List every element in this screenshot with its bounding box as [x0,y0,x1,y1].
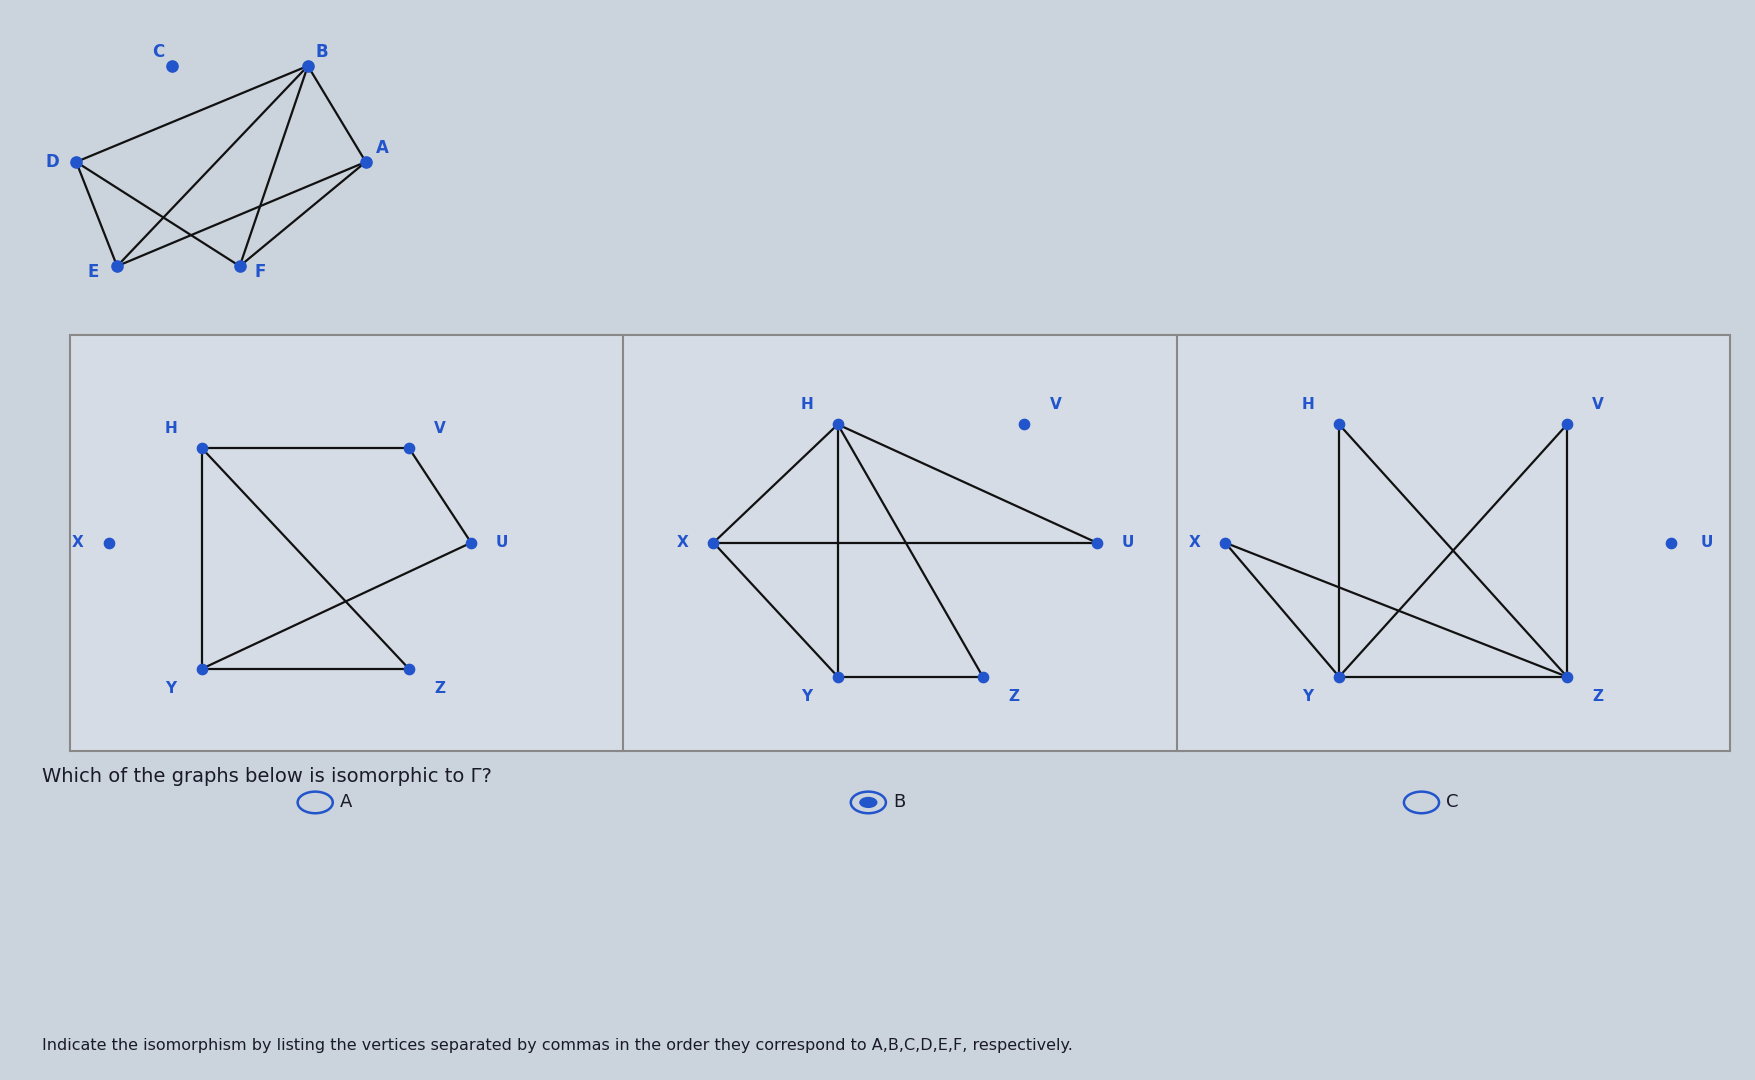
Text: X: X [676,536,688,550]
Text: H: H [800,397,813,413]
Point [1083,535,1111,551]
Text: H: H [1300,397,1314,413]
Text: Y: Y [165,681,176,696]
Point [188,440,216,457]
Point [395,660,423,677]
Point [1655,535,1683,551]
Text: Y: Y [800,689,813,704]
Point [1551,669,1580,686]
Text: Which of the graphs below is isomorphic to Γ?: Which of the graphs below is isomorphic … [42,767,491,786]
Text: E: E [88,262,98,281]
Point [823,669,851,686]
Text: U: U [495,536,509,550]
Point [1551,416,1580,433]
Text: V: V [1592,397,1602,413]
Text: B: B [893,794,904,811]
Point [226,257,254,274]
Text: Z: Z [1007,689,1020,704]
Point [351,153,379,171]
Point [95,535,123,551]
Text: A: A [376,139,390,158]
Text: C: C [151,43,163,62]
Point [1325,669,1353,686]
Point [104,257,132,274]
Point [395,440,423,457]
Text: X: X [72,536,82,550]
Text: X: X [1188,536,1199,550]
Text: D: D [46,153,60,171]
Point [1009,416,1037,433]
Text: Y: Y [1302,689,1313,704]
Point [823,416,851,433]
Text: C: C [1446,794,1458,811]
Text: F: F [254,262,265,281]
Text: U: U [1121,536,1134,550]
Text: V: V [1049,397,1060,413]
Text: B: B [314,43,328,62]
Text: A: A [340,794,353,811]
Point [188,660,216,677]
Point [456,535,484,551]
Point [1325,416,1353,433]
Point [158,57,186,75]
Point [698,535,727,551]
Text: H: H [165,421,177,436]
Point [61,153,90,171]
Point [969,669,997,686]
Text: Z: Z [433,681,446,696]
Text: Z: Z [1592,689,1602,704]
Text: U: U [1701,536,1713,550]
Text: V: V [433,421,446,436]
Text: Indicate the isomorphism by listing the vertices separated by commas in the orde: Indicate the isomorphism by listing the … [42,1038,1072,1053]
Point [1211,535,1239,551]
Point [293,57,321,75]
